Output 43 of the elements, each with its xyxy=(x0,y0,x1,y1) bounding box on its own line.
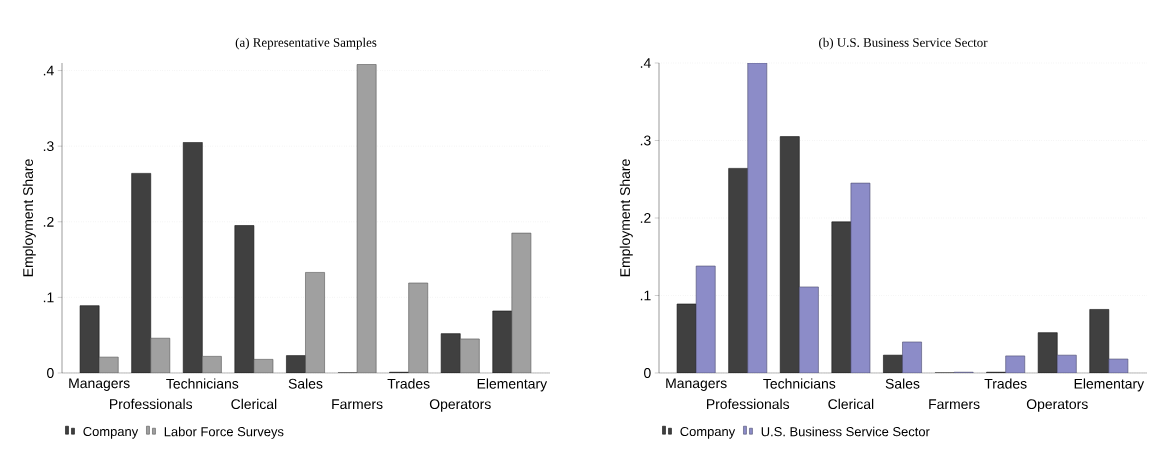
legend-label: Company xyxy=(83,426,139,439)
y-axis-title: Employment Share xyxy=(22,159,36,277)
y-tick-label: 0 xyxy=(644,368,651,378)
y-axis-title: Employment Share xyxy=(619,159,633,277)
y-tick-label: .2 xyxy=(43,216,54,227)
bar xyxy=(747,62,768,373)
y-tick-label: .4 xyxy=(640,58,651,68)
x-tick-label: Professionals xyxy=(707,398,790,410)
y-tick-label: .1 xyxy=(43,292,54,303)
x-tick-label: Operators xyxy=(1026,399,1088,412)
legend-label: Company xyxy=(680,426,736,439)
y-tick-label: .3 xyxy=(640,135,651,146)
x-tick-label: Clerical xyxy=(231,398,277,410)
bar xyxy=(408,282,429,373)
legend-label: Labor Force Surveys xyxy=(164,426,284,439)
bar xyxy=(356,64,377,373)
x-tick-label: Operators xyxy=(429,399,491,412)
x-tick-label: Farmers xyxy=(332,399,383,410)
x-tick-label: Sales xyxy=(885,378,920,389)
bar xyxy=(511,232,532,373)
y-tick-label: .3 xyxy=(43,141,54,152)
chart-title: (b) U.S. Business Service Sector xyxy=(819,37,988,50)
bar xyxy=(305,272,325,373)
x-tick-label: Sales xyxy=(288,378,323,389)
x-tick-label: Technicians xyxy=(166,378,239,389)
x-tick-label: Clerical xyxy=(828,398,874,410)
legend-label: U.S. Business Service Sector xyxy=(761,426,930,437)
y-tick-label: .4 xyxy=(43,65,54,76)
chart-title: (a) Representative Samples xyxy=(235,37,377,50)
x-tick-label: Elementary xyxy=(1074,378,1145,392)
y-tick-label: .1 xyxy=(640,290,651,301)
x-tick-label: Managers xyxy=(666,378,727,391)
x-tick-label: Farmers xyxy=(929,399,980,410)
x-tick-label: Managers xyxy=(69,378,130,391)
y-tick-label: .2 xyxy=(640,213,651,223)
x-tick-label: Trades xyxy=(387,378,430,389)
bar xyxy=(799,286,819,373)
y-tick-label: 0 xyxy=(47,368,54,378)
x-tick-label: Professionals xyxy=(110,398,193,410)
bar xyxy=(695,265,716,373)
x-tick-label: Elementary xyxy=(477,378,548,392)
x-tick-label: Trades xyxy=(984,378,1027,389)
x-tick-label: Technicians xyxy=(763,378,836,389)
